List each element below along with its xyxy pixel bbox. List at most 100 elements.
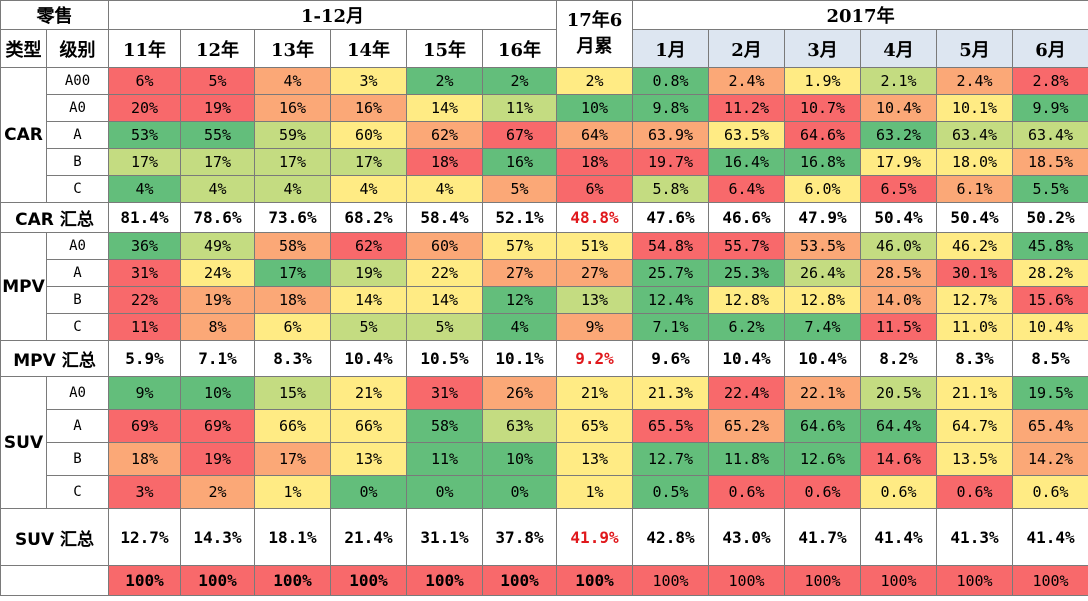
value-cell: 6.5% [860, 175, 938, 203]
value-cell: 16% [481, 148, 558, 176]
value-cell: 24% [180, 259, 255, 287]
col-header-year: 14年 [330, 29, 407, 68]
value-cell: 6.4% [708, 175, 786, 203]
value-cell: 9% [108, 376, 181, 410]
value-cell: 2% [406, 67, 483, 95]
value-cell: 28.2% [1012, 259, 1088, 287]
grand-total-cell: 100% [180, 565, 255, 596]
value-cell: 1% [556, 475, 634, 509]
value-cell: 2% [556, 67, 634, 95]
value-cell: 18.0% [936, 148, 1014, 176]
value-cell: 10.7% [784, 94, 862, 122]
value-cell: 11.0% [936, 313, 1014, 341]
value-cell: 19% [330, 259, 407, 287]
total-label: CAR 汇总 [0, 202, 109, 233]
value-cell: 14% [330, 286, 407, 314]
level-cell: B [46, 286, 109, 314]
value-cell: 57% [481, 232, 558, 260]
level-cell: A0 [46, 232, 109, 260]
value-cell: 65% [556, 409, 634, 443]
value-cell: 18% [254, 286, 331, 314]
value-cell: 22% [108, 286, 181, 314]
value-cell: 20% [108, 94, 181, 122]
grand-total-cell: 100% [936, 565, 1014, 596]
value-cell: 0% [481, 475, 558, 509]
value-cell: 53% [108, 121, 181, 149]
total-value-cell: 41.3% [936, 508, 1014, 566]
table-row: B 17% 17% 17% 17% 18% 16% 18% 19.7% 16.4% 16.8% 17.… [1, 148, 1088, 176]
value-cell: 18% [556, 148, 634, 176]
table-row: CAR A00 6% 5% 4% 3% 2% 2% 2% 0.8% 2.4% 1.9% 2.1% 2.4%… [0, 67, 1088, 203]
grand-total-row: 100% 100% 100% 100% 100% 100% 100% 100% 100% 100%… [0, 565, 1088, 596]
total-row: SUV 汇总 12.7% 14.3% 18.1% 21.4% 31.1% 37.8% 41.9… [0, 508, 1088, 566]
total-value-cell: 5.9% [108, 340, 181, 377]
table-body: CAR A00 6% 5% 4% 3% 2% 2% 2% 0.8% 2.4% 1.9% 2.1% 2.4%… [0, 67, 1088, 596]
value-cell: 55% [180, 121, 255, 149]
value-cell: 0% [406, 475, 483, 509]
value-cell: 54.8% [632, 232, 710, 260]
value-cell: 12.4% [632, 286, 710, 314]
total-value-cell: 52.1% [481, 202, 558, 233]
total-row: MPV 汇总 5.9% 7.1% 8.3% 10.4% 10.5% 10.1% 9.2% 9.6… [0, 340, 1088, 377]
value-cell: 16.8% [784, 148, 862, 176]
total-value-cell: 10.4% [708, 340, 786, 377]
value-cell: 6% [556, 175, 634, 203]
value-cell: 58% [406, 409, 483, 443]
value-cell: 7.1% [632, 313, 710, 341]
value-cell: 17% [254, 442, 331, 476]
value-cell: 3% [330, 67, 407, 95]
value-cell: 60% [406, 232, 483, 260]
grand-total-cell: 100% [406, 565, 483, 596]
table-row: B 22% 19% 18% 14% 14% 12% 13% 12.4% 12.8% 12.8% 14.… [1, 286, 1088, 314]
value-cell: 12.7% [632, 442, 710, 476]
value-cell: 1% [254, 475, 331, 509]
grand-total-cell: 100% [1012, 565, 1088, 596]
grand-total-cell: 100% [108, 565, 181, 596]
total-value-cell: 47.9% [784, 202, 862, 233]
value-cell: 10.4% [1012, 313, 1088, 341]
value-cell: 13% [330, 442, 407, 476]
total-value-cell: 8.3% [936, 340, 1014, 377]
total-value-cell: 10.4% [330, 340, 407, 377]
value-cell: 11.8% [708, 442, 786, 476]
value-cell: 11% [406, 442, 483, 476]
level-cell: A0 [46, 94, 109, 122]
value-cell: 26% [481, 376, 558, 410]
value-cell: 12.8% [708, 286, 786, 314]
value-cell: 66% [330, 409, 407, 443]
value-cell: 14.6% [860, 442, 938, 476]
value-cell: 4% [481, 313, 558, 341]
value-cell: 26.4% [784, 259, 862, 287]
value-cell: 12.7% [936, 286, 1014, 314]
value-cell: 2.4% [708, 67, 786, 95]
value-cell: 31% [108, 259, 181, 287]
value-cell: 0% [330, 475, 407, 509]
value-cell: 11.2% [708, 94, 786, 122]
grand-total-cell: 100% [254, 565, 331, 596]
total-value-cell: 81.4% [108, 202, 181, 233]
value-cell: 9.8% [632, 94, 710, 122]
value-cell: 22% [406, 259, 483, 287]
value-cell: 63.5% [708, 121, 786, 149]
total-value-cell: 41.4% [1012, 508, 1088, 566]
col-header-year: 15年 [406, 29, 483, 68]
value-cell: 4% [254, 175, 331, 203]
value-cell: 19.7% [632, 148, 710, 176]
value-cell: 21% [330, 376, 407, 410]
value-cell: 12.6% [784, 442, 862, 476]
value-cell: 55.7% [708, 232, 786, 260]
value-cell: 6.1% [936, 175, 1014, 203]
total-value-cell: 12.7% [108, 508, 181, 566]
value-cell: 8% [180, 313, 255, 341]
value-cell: 13% [556, 286, 634, 314]
value-cell: 10% [481, 442, 558, 476]
value-cell: 14.2% [1012, 442, 1088, 476]
value-cell: 17% [330, 148, 407, 176]
value-cell: 58% [254, 232, 331, 260]
value-cell: 4% [406, 175, 483, 203]
level-cell: A [46, 259, 109, 287]
total-value-cell: 31.1% [406, 508, 483, 566]
value-cell: 19% [180, 286, 255, 314]
value-cell: 36% [108, 232, 181, 260]
grand-total-cell: 100% [481, 565, 558, 596]
